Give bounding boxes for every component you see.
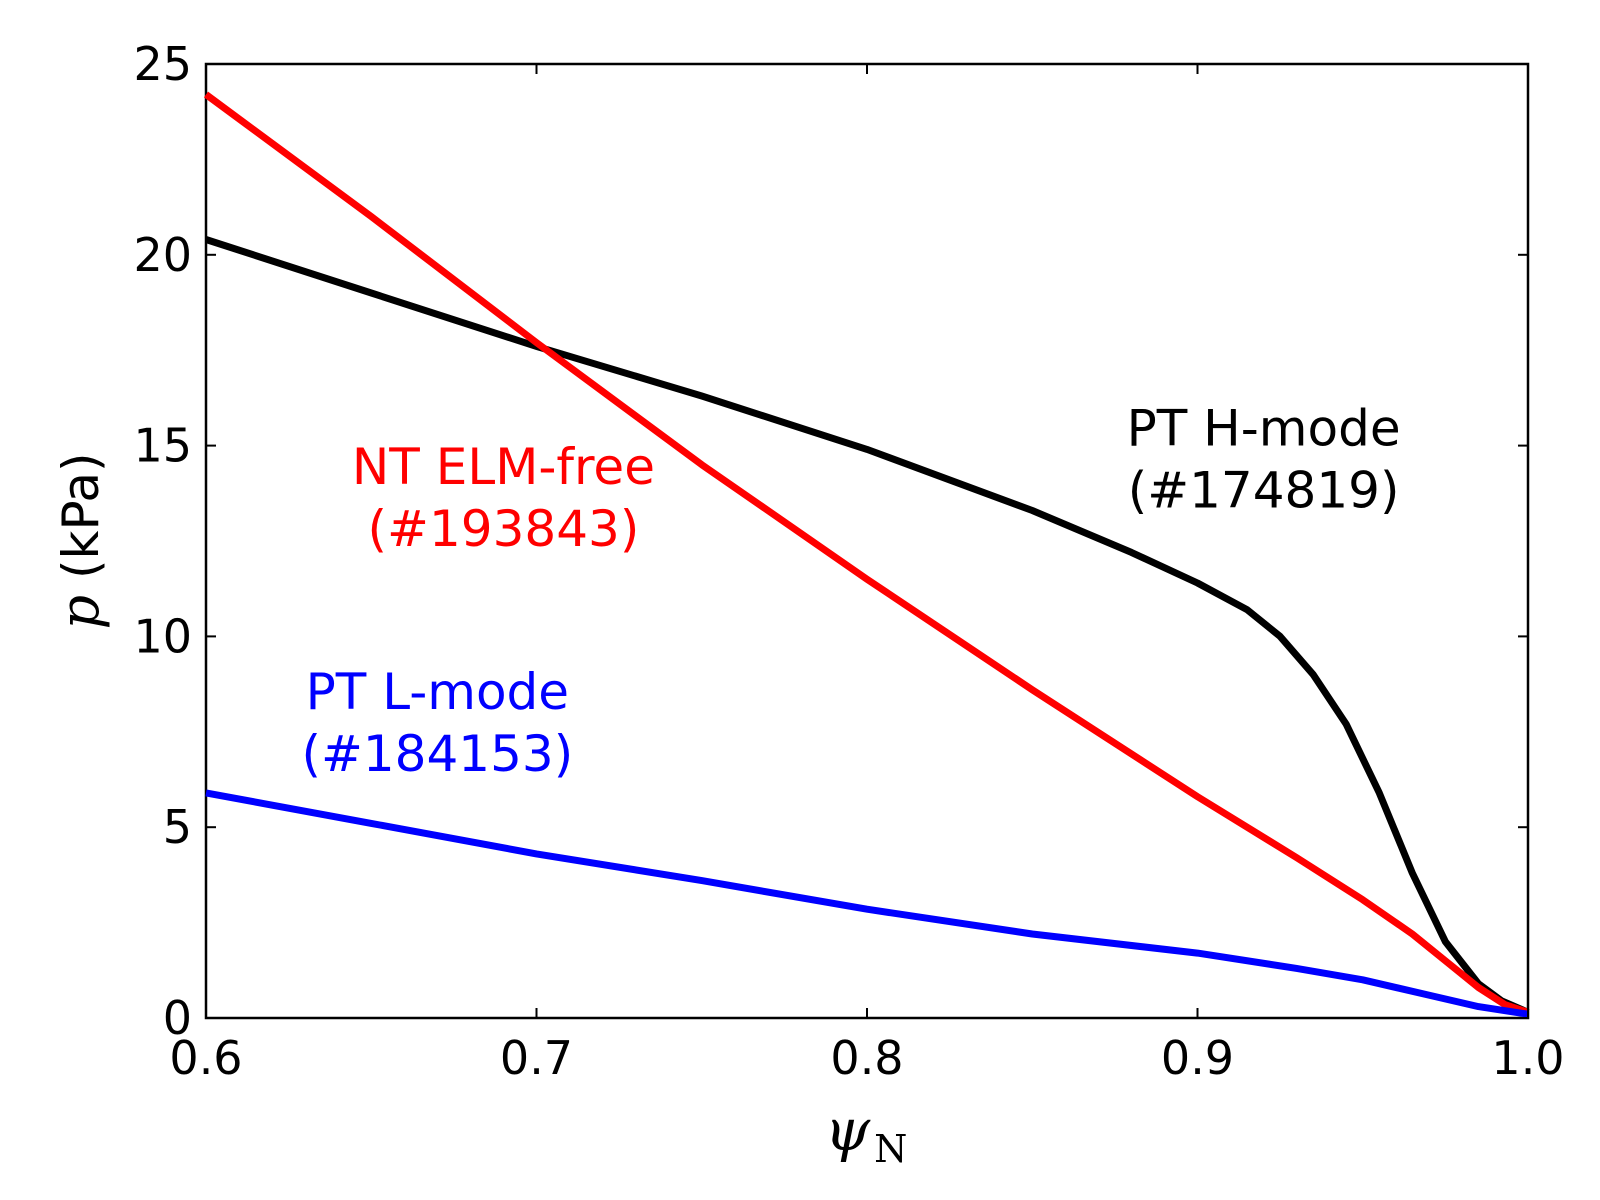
annotation-1-line-2: (#174819): [1128, 462, 1400, 520]
x-tick-label: 0.8: [830, 1031, 903, 1085]
series-line-2: [203, 91, 1530, 1016]
y-axis-unit: (kPa): [52, 452, 110, 579]
svg-text:ψ N: ψ N: [825, 1096, 908, 1171]
svg-text:p (kPa): p (kPa): [48, 452, 111, 629]
y-axis-label: p (kPa): [48, 452, 111, 629]
annotations-layer: PT H-mode(#174819) NT ELM-free(#193843) PT…: [301, 400, 1400, 783]
x-axis-label: ψ N: [825, 1096, 908, 1171]
ticks-layer: 0.6 0.7 0.8 0.9 1.0 0 5 10 15 20 25: [133, 37, 1564, 1085]
x-tick-label: 0.6: [169, 1031, 242, 1085]
y-tick-label: 0: [163, 991, 192, 1045]
y-tick-label: 15: [133, 419, 192, 473]
x-axis-subscript: N: [874, 1127, 907, 1171]
plot-area: 0.6 0.7 0.8 0.9 1.0 0 5 10 15 20 25 PT H-mode(#174…: [133, 37, 1564, 1085]
y-tick-label: 25: [133, 37, 192, 91]
series-layer: [203, 91, 1530, 1018]
annotation-3-line-1: PT L-mode: [306, 663, 569, 721]
y-tick-label: 20: [133, 228, 192, 282]
x-tick-label: 0.7: [500, 1031, 573, 1085]
x-tick-label: 1.0: [1491, 1031, 1564, 1085]
series-line-3: [205, 789, 1529, 1018]
y-tick-label: 10: [133, 609, 192, 663]
series-line-1: [204, 236, 1530, 1016]
annotation-2-line-2: (#193843): [368, 500, 640, 558]
annotation-2-line-1: NT ELM-free: [352, 438, 655, 496]
annotation-3-line-2: (#184153): [301, 725, 573, 783]
annotation-1-line-1: PT H-mode: [1127, 400, 1401, 458]
y-tick-label: 5: [163, 800, 192, 854]
y-axis-symbol: p: [48, 595, 111, 630]
x-tick-label: 0.9: [1161, 1031, 1234, 1085]
x-axis-symbol: ψ: [825, 1096, 871, 1164]
